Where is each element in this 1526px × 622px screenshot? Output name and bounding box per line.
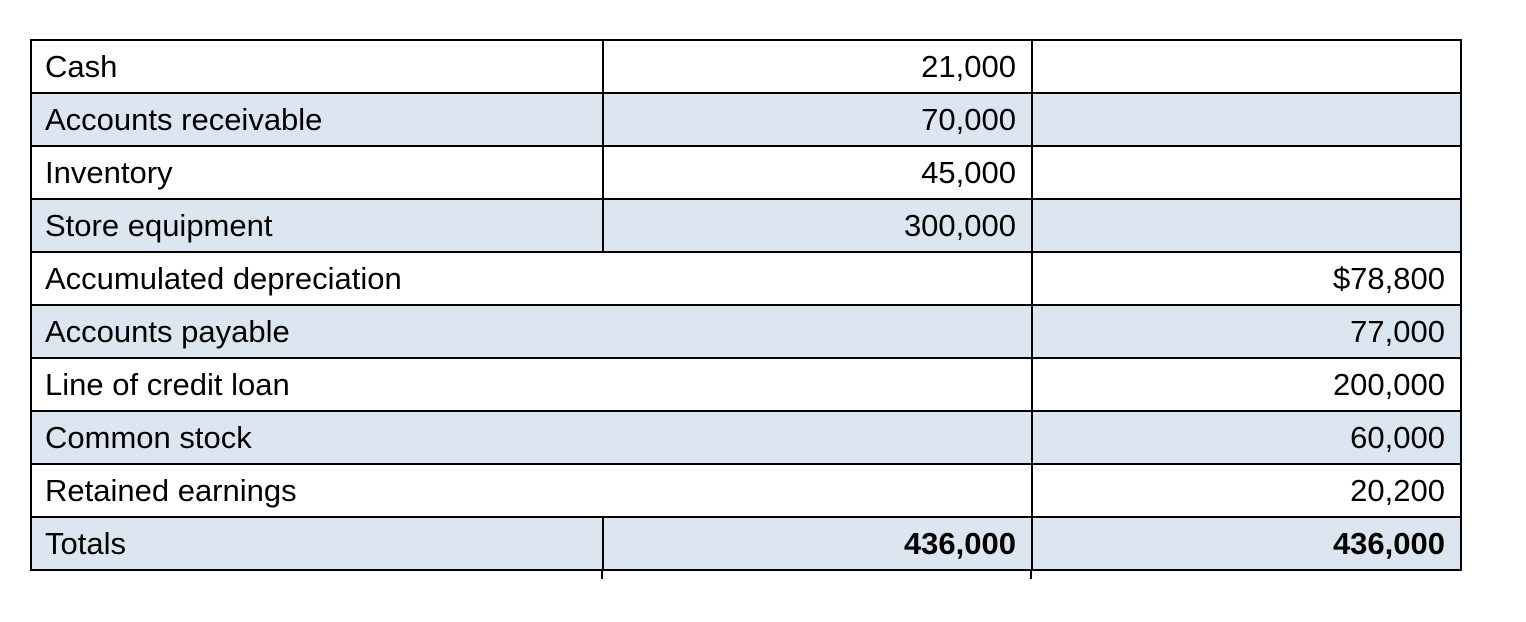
account-name-cell: Accounts payable — [30, 304, 1033, 359]
credit-total-cell: 436,000 — [1031, 516, 1462, 571]
account-name-cell: Line of credit loan — [30, 357, 1033, 412]
table-row: Cash 21,000 — [30, 39, 1462, 94]
account-name-cell: Accumulated depreciation — [30, 251, 1033, 306]
table-continuation-line — [1030, 571, 1032, 579]
account-name-cell: Accounts receivable — [30, 92, 604, 147]
account-name-cell: Store equipment — [30, 198, 604, 253]
table-row-totals: Totals 436,000 436,000 — [30, 516, 1462, 571]
table-row: Accounts receivable 70,000 — [30, 92, 1462, 147]
table-row: Accounts payable 77,000 — [30, 304, 1462, 359]
credit-amount-cell — [1031, 39, 1462, 94]
debit-amount-cell: 21,000 — [602, 39, 1033, 94]
table-row: Common stock 60,000 — [30, 410, 1462, 465]
trial-balance-grid: Cash 21,000 Accounts receivable 70,000 I… — [30, 39, 1462, 571]
credit-amount-cell: 60,000 — [1031, 410, 1462, 465]
account-name-cell: Retained earnings — [30, 463, 1033, 518]
account-name-cell: Common stock — [30, 410, 1033, 465]
table-row: Accumulated depreciation $78,800 — [30, 251, 1462, 306]
debit-total-cell: 436,000 — [602, 516, 1033, 571]
table-row: Line of credit loan 200,000 — [30, 357, 1462, 412]
account-name-cell: Cash — [30, 39, 604, 94]
table-row: Store equipment 300,000 — [30, 198, 1462, 253]
credit-amount-cell: $78,800 — [1031, 251, 1462, 306]
table-row: Inventory 45,000 — [30, 145, 1462, 200]
debit-amount-cell: 70,000 — [602, 92, 1033, 147]
debit-amount-cell: 45,000 — [602, 145, 1033, 200]
account-name-cell: Inventory — [30, 145, 604, 200]
table-continuation-line — [601, 571, 603, 579]
credit-amount-cell: 20,200 — [1031, 463, 1462, 518]
account-name-cell: Totals — [30, 516, 604, 571]
trial-balance-table: Cash 21,000 Accounts receivable 70,000 I… — [30, 39, 1462, 579]
credit-amount-cell — [1031, 145, 1462, 200]
credit-amount-cell: 200,000 — [1031, 357, 1462, 412]
credit-amount-cell: 77,000 — [1031, 304, 1462, 359]
table-row: Retained earnings 20,200 — [30, 463, 1462, 518]
debit-amount-cell: 300,000 — [602, 198, 1033, 253]
credit-amount-cell — [1031, 92, 1462, 147]
credit-amount-cell — [1031, 198, 1462, 253]
